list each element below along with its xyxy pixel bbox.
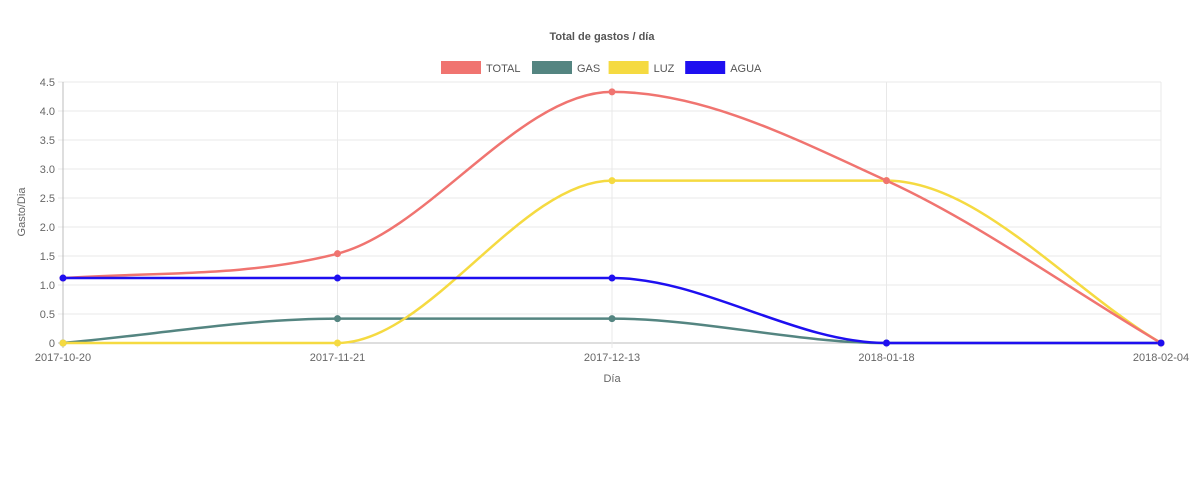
y-tick-label: 3.5 [40,135,55,147]
data-point-luz [59,339,67,347]
data-point-agua [59,274,67,282]
data-point-luz [608,177,616,185]
legend-label: LUZ [654,63,675,75]
data-point-agua [1157,339,1165,347]
x-tick-label: 2018-02-04 [1133,352,1189,364]
legend-label: GAS [577,63,600,75]
y-tick-label: 0.5 [40,309,55,321]
data-point-total [608,88,616,96]
data-point-agua [883,339,890,347]
y-tick-label: 2.0 [40,222,55,234]
x-tick-label: 2017-12-13 [584,352,640,364]
y-tick-label: 3.0 [40,164,55,176]
y-axis-title: Gasto/Dia [16,187,28,237]
legend-label: TOTAL [486,63,520,75]
legend-item-gas[interactable]: GAS [532,61,600,75]
y-tick-label: 2.5 [40,193,55,205]
data-point-gas [608,315,616,323]
y-tick-label: 4.0 [40,106,55,118]
axes: 0 0.5 1.0 1.5 2.0 2.5 3.0 3.5 4.0 4.5 2017-10-20 20… [35,77,1189,364]
x-tick-label: 2017-10-20 [35,352,91,364]
legend-label: AGUA [730,63,762,75]
x-tick-label: 2017-11-21 [310,352,365,364]
grid [58,81,1162,348]
legend-swatch [441,61,481,74]
x-tick-label: 2018-01-18 [858,352,914,364]
legend-swatch [608,61,649,74]
data-points [59,88,1165,347]
chart-title: Total de gastos / día [550,31,656,43]
y-tick-label: 4.5 [40,77,55,89]
data-point-agua [334,274,341,282]
data-point-gas [334,315,341,323]
legend[interactable]: TOTAL GAS LUZ AGUA [441,61,762,75]
legend-item-agua[interactable]: AGUA [685,61,762,75]
data-point-total [334,250,341,258]
x-axis-title: Día [603,373,621,385]
legend-item-total[interactable]: TOTAL [441,61,520,75]
y-tick-label: 1.5 [40,251,55,263]
legend-swatch [685,61,726,74]
legend-swatch [532,61,572,74]
data-point-luz [334,339,341,347]
y-tick-label: 0 [49,338,55,350]
data-point-agua [608,274,616,282]
y-tick-label: 1.0 [40,280,55,292]
data-point-total [883,177,890,185]
legend-item-luz[interactable]: LUZ [608,61,675,75]
